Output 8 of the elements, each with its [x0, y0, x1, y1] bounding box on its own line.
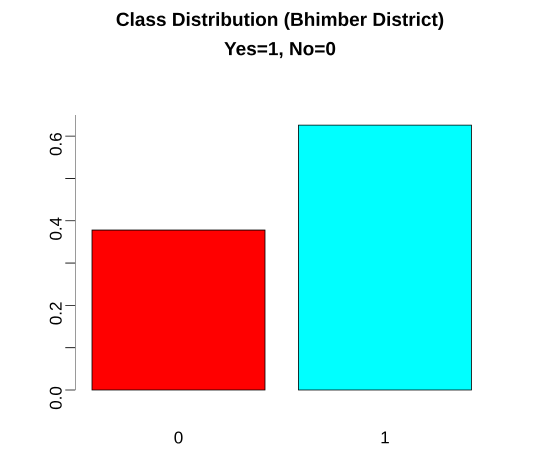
chart-subtitle: Yes=1, No=0	[224, 42, 336, 58]
x-tick-label: 1	[382, 432, 389, 444]
y-tick-label: 0.4	[50, 217, 62, 240]
chart-title: Class Distribution (Bhimber District)	[116, 12, 444, 30]
y-tick-label: 0.0	[50, 386, 62, 410]
x-tick-label: 0	[174, 432, 183, 444]
y-tick-label: 0.2	[50, 302, 62, 325]
y-tick-label: 0.6	[50, 133, 62, 156]
